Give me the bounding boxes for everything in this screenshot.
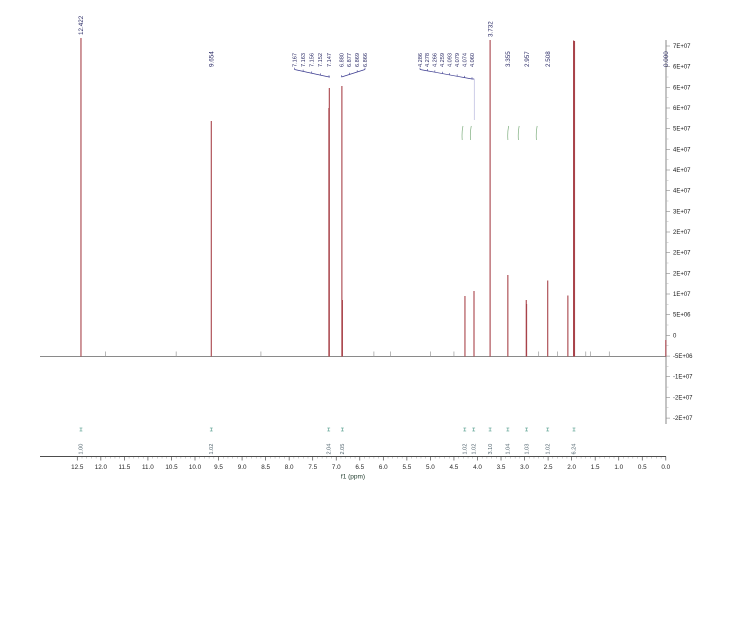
svg-text:2.0: 2.0 (567, 464, 576, 471)
svg-text:5.0: 5.0 (426, 464, 435, 471)
svg-text:6E+07: 6E+07 (673, 85, 691, 91)
svg-text:2.5: 2.5 (544, 464, 553, 471)
svg-text:1E+07: 1E+07 (673, 292, 691, 298)
svg-text:4.0: 4.0 (473, 464, 482, 471)
svg-text:4.5: 4.5 (450, 464, 459, 471)
svg-text:6.869: 6.869 (355, 53, 361, 67)
svg-text:1.02: 1.02 (545, 444, 551, 455)
svg-text:4.278: 4.278 (425, 53, 431, 67)
svg-text:7.147: 7.147 (327, 53, 333, 67)
svg-text:10.5: 10.5 (165, 464, 178, 471)
svg-text:8.0: 8.0 (285, 464, 294, 471)
svg-text:4.259: 4.259 (440, 53, 446, 67)
svg-text:1.5: 1.5 (591, 464, 600, 471)
svg-text:2.957: 2.957 (524, 51, 531, 67)
svg-text:6.24: 6.24 (572, 444, 578, 455)
svg-text:3E+07: 3E+07 (673, 209, 691, 215)
svg-text:4.060: 4.060 (470, 53, 476, 67)
svg-text:12.5: 12.5 (71, 464, 84, 471)
svg-text:6E+07: 6E+07 (673, 65, 691, 71)
svg-text:3.5: 3.5 (497, 464, 506, 471)
svg-text:9.654: 9.654 (208, 51, 215, 67)
svg-text:2.508: 2.508 (545, 51, 552, 67)
svg-text:4E+07: 4E+07 (673, 147, 691, 153)
svg-text:2E+07: 2E+07 (673, 271, 691, 277)
svg-text:5E+07: 5E+07 (673, 127, 691, 133)
svg-text:7.167: 7.167 (292, 53, 298, 67)
svg-text:1.0: 1.0 (614, 464, 623, 471)
svg-text:12.422: 12.422 (78, 15, 85, 35)
svg-text:11.5: 11.5 (118, 464, 130, 471)
svg-text:4E+07: 4E+07 (673, 168, 691, 174)
svg-text:11.0: 11.0 (142, 464, 154, 471)
svg-text:6.0: 6.0 (379, 464, 388, 471)
svg-text:-1E+07: -1E+07 (673, 375, 693, 381)
svg-text:7.163: 7.163 (301, 53, 307, 67)
svg-text:0.0: 0.0 (661, 464, 670, 471)
svg-text:12.0: 12.0 (95, 464, 108, 471)
svg-text:4.079: 4.079 (455, 53, 461, 67)
svg-text:9.0: 9.0 (238, 464, 247, 471)
svg-text:2E+07: 2E+07 (673, 251, 691, 257)
svg-text:1.02: 1.02 (462, 444, 468, 455)
svg-text:6E+07: 6E+07 (673, 106, 691, 112)
svg-text:-2E+07: -2E+07 (673, 416, 693, 422)
svg-text:2.05: 2.05 (340, 444, 346, 455)
svg-text:4.266: 4.266 (433, 53, 439, 67)
svg-text:f1 (ppm): f1 (ppm) (341, 474, 365, 481)
svg-text:1.02: 1.02 (209, 444, 215, 455)
svg-text:0.5: 0.5 (638, 464, 647, 471)
svg-text:7.152: 7.152 (318, 53, 324, 67)
svg-text:6.877: 6.877 (347, 53, 353, 67)
svg-text:7.5: 7.5 (308, 464, 317, 471)
svg-text:9.5: 9.5 (214, 464, 223, 471)
svg-text:3.0: 3.0 (520, 464, 529, 471)
svg-text:3.10: 3.10 (488, 444, 494, 455)
svg-text:7.0: 7.0 (332, 464, 341, 471)
svg-text:6.880: 6.880 (339, 53, 345, 67)
svg-text:-5E+06: -5E+06 (673, 354, 693, 360)
svg-text:2.04: 2.04 (326, 444, 332, 455)
svg-text:1.00: 1.00 (79, 444, 85, 455)
svg-text:4E+07: 4E+07 (673, 189, 691, 195)
svg-text:1.03: 1.03 (524, 444, 530, 455)
svg-text:8.5: 8.5 (261, 464, 270, 471)
svg-text:1.02: 1.02 (471, 444, 477, 455)
svg-text:7.156: 7.156 (310, 53, 316, 67)
svg-text:4.093: 4.093 (448, 53, 454, 67)
svg-text:-2E+07: -2E+07 (673, 395, 693, 401)
svg-text:6.866: 6.866 (363, 53, 369, 67)
svg-text:1.04: 1.04 (506, 444, 512, 455)
svg-text:7E+07: 7E+07 (673, 44, 691, 50)
svg-text:10.0: 10.0 (189, 464, 202, 471)
svg-text:5E+06: 5E+06 (673, 313, 691, 319)
svg-text:3.355: 3.355 (505, 51, 512, 67)
svg-text:2E+07: 2E+07 (673, 230, 691, 236)
svg-text:5.5: 5.5 (402, 464, 411, 471)
svg-text:4.286: 4.286 (418, 53, 424, 67)
svg-text:4.074: 4.074 (462, 53, 468, 67)
svg-text:3.732: 3.732 (487, 21, 494, 37)
svg-text:6.5: 6.5 (355, 464, 364, 471)
svg-text:0.000: 0.000 (663, 51, 670, 67)
